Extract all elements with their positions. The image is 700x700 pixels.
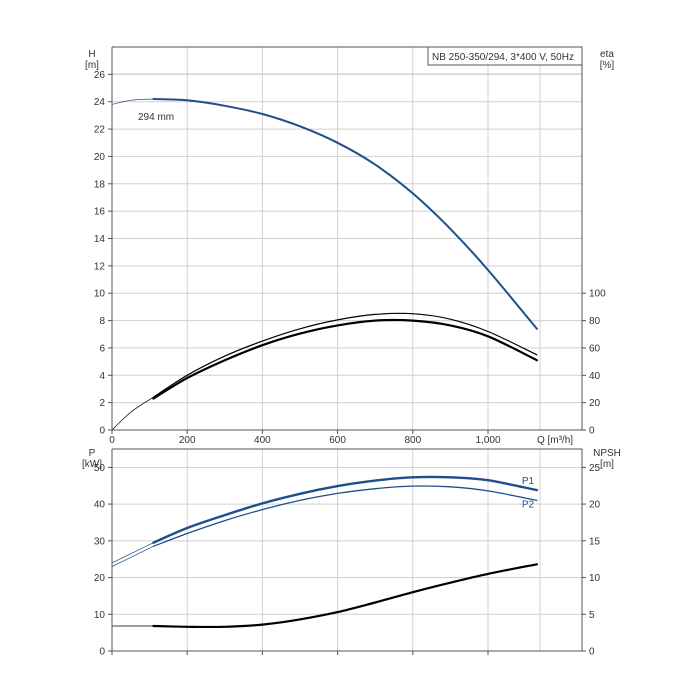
y-left-tick-label: 2 — [99, 398, 105, 409]
y-left-tick-label: 50 — [94, 463, 106, 474]
series-line — [152, 318, 538, 400]
y-left-tick-label: 30 — [94, 536, 106, 547]
y-left-tick-label: 6 — [99, 343, 105, 354]
y-left-tick-label: 14 — [94, 234, 106, 245]
y-left-tick-label: 40 — [94, 500, 106, 511]
y-right-tick-label: 40 — [589, 371, 601, 382]
y-left-axis-unit: [kW] — [82, 459, 102, 470]
y-left-tick-label: 8 — [99, 316, 105, 327]
y-right-tick-label: 15 — [589, 536, 601, 547]
y-right-tick-label: 5 — [589, 610, 595, 621]
x-tick-label: 600 — [329, 435, 346, 446]
series-line — [152, 485, 538, 547]
y-left-tick-label: 22 — [94, 125, 106, 136]
series-label: P2 — [522, 499, 535, 510]
series-line — [111, 542, 154, 564]
y-right-tick-label: 25 — [589, 463, 601, 474]
x-tick-label: 1,000 — [475, 435, 500, 446]
y-right-tick-label: 100 — [589, 289, 606, 300]
info-box-text: NB 250-350/294, 3*400 V, 50Hz — [432, 52, 574, 63]
series-label: P1 — [522, 476, 535, 487]
y-left-tick-label: 26 — [94, 70, 106, 81]
y-left-tick-label: 18 — [94, 179, 106, 190]
y-left-axis-name: H — [88, 49, 95, 60]
y-left-tick-label: 20 — [94, 573, 106, 584]
series-line — [111, 396, 154, 431]
y-right-tick-label: 20 — [589, 500, 601, 511]
y-left-tick-label: 4 — [99, 371, 105, 382]
x-tick-label: 800 — [404, 435, 421, 446]
y-right-axis-unit: [%] — [600, 60, 615, 71]
y-right-tick-label: 10 — [589, 573, 601, 584]
y-left-tick-label: 10 — [94, 610, 106, 621]
series-line — [152, 312, 538, 398]
y-right-tick-label: 0 — [589, 647, 595, 658]
y-right-tick-label: 0 — [589, 426, 595, 437]
y-right-tick-label: 80 — [589, 316, 601, 327]
series-line — [152, 475, 539, 544]
x-tick-label: 400 — [254, 435, 271, 446]
y-left-tick-label: 16 — [94, 207, 106, 218]
y-left-tick-label: 20 — [94, 152, 106, 163]
y-left-tick-label: 0 — [99, 426, 105, 437]
info-box — [427, 46, 583, 66]
series-line — [111, 98, 154, 105]
y-right-tick-label: 60 — [589, 343, 601, 354]
y-left-axis-name: P — [89, 448, 96, 459]
series-line — [111, 545, 154, 567]
series-line — [152, 563, 538, 629]
y-right-axis-name: eta — [600, 49, 614, 60]
y-left-tick-label: 0 — [99, 647, 105, 658]
y-left-tick-label: 24 — [94, 97, 106, 108]
series-line — [152, 98, 538, 330]
curve-annotation: 294 mm — [138, 112, 174, 123]
x-tick-label: 0 — [109, 435, 115, 446]
y-left-tick-label: 10 — [94, 289, 106, 300]
x-tick-label: 200 — [179, 435, 196, 446]
y-right-axis-unit: [m] — [600, 459, 614, 470]
y-right-axis-name: NPSH — [593, 448, 621, 459]
y-left-axis-unit: [m] — [85, 60, 99, 71]
y-right-tick-label: 20 — [589, 398, 601, 409]
x-axis-label: Q [m³/h] — [537, 435, 573, 446]
y-left-tick-label: 12 — [94, 261, 106, 272]
